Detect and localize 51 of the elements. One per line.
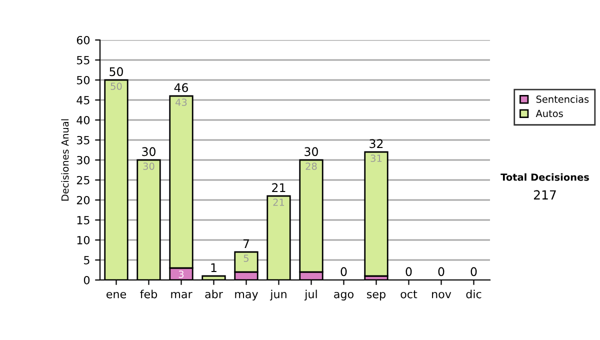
total-label: 0 — [340, 267, 347, 276]
y-tick-label: 55 — [76, 56, 90, 64]
data-label: 50 — [110, 82, 122, 90]
x-tick-label: oct — [400, 290, 418, 298]
text: Total Decisiones — [500, 173, 589, 181]
y-tick-label: 60 — [76, 36, 90, 44]
y-tick-label: 25 — [76, 176, 90, 184]
y-tick-label: 5 — [84, 256, 90, 264]
y-tick-label: 50 — [76, 76, 90, 84]
x-tick-label: nov — [432, 292, 452, 298]
y-tick-label: 30 — [76, 156, 90, 164]
total-label: 0 — [438, 267, 444, 276]
y-tick-label: 15 — [77, 216, 90, 224]
total-label: 32 — [370, 139, 383, 148]
data-label: 30 — [143, 162, 154, 170]
x-tick-label: abr — [205, 290, 223, 298]
data-label: 31 — [370, 154, 382, 162]
data-label: 28 — [306, 162, 317, 170]
total-label: 0 — [406, 267, 412, 276]
x-tick-label: dic — [466, 290, 482, 298]
total-label: 21 — [272, 183, 286, 192]
x-tick-label: ago — [334, 292, 354, 300]
y-tick-label: 0 — [84, 276, 90, 284]
x-tick-label: jun — [270, 290, 286, 300]
x-tick-label: mar — [171, 292, 192, 298]
y-tick-label: 35 — [76, 136, 90, 144]
total-label: 46 — [174, 83, 188, 92]
x-tick-label: sep — [367, 292, 386, 300]
y-tick-label: 10 — [77, 236, 90, 244]
total-label: 50 — [110, 67, 123, 76]
y-tick-label: 45 — [76, 96, 90, 104]
data-label: 43 — [176, 98, 187, 106]
y-tick-label: 20 — [76, 196, 90, 204]
total-label: 7 — [243, 239, 249, 248]
x-tick-label: ene — [106, 292, 126, 298]
bar — [364, 151, 388, 277]
data-label: 3 — [178, 270, 184, 278]
total-label: 30 — [304, 147, 318, 156]
y-tick-label: 40 — [76, 116, 90, 124]
data-label: 21 — [273, 198, 284, 206]
x-tick-label: may — [235, 292, 258, 300]
total-label: 0 — [470, 267, 477, 276]
data-label: 5 — [244, 254, 248, 262]
legend-label: Autos — [536, 110, 563, 118]
text: 217 — [534, 190, 556, 200]
total-label: 1 — [211, 263, 216, 272]
legend-label: Sentencias — [536, 95, 589, 103]
x-tick-label: jul — [304, 290, 317, 300]
x-tick-label: feb — [140, 290, 158, 298]
y-axis-title: Decisiones Anual — [61, 119, 69, 201]
total-label: 30 — [142, 147, 156, 156]
